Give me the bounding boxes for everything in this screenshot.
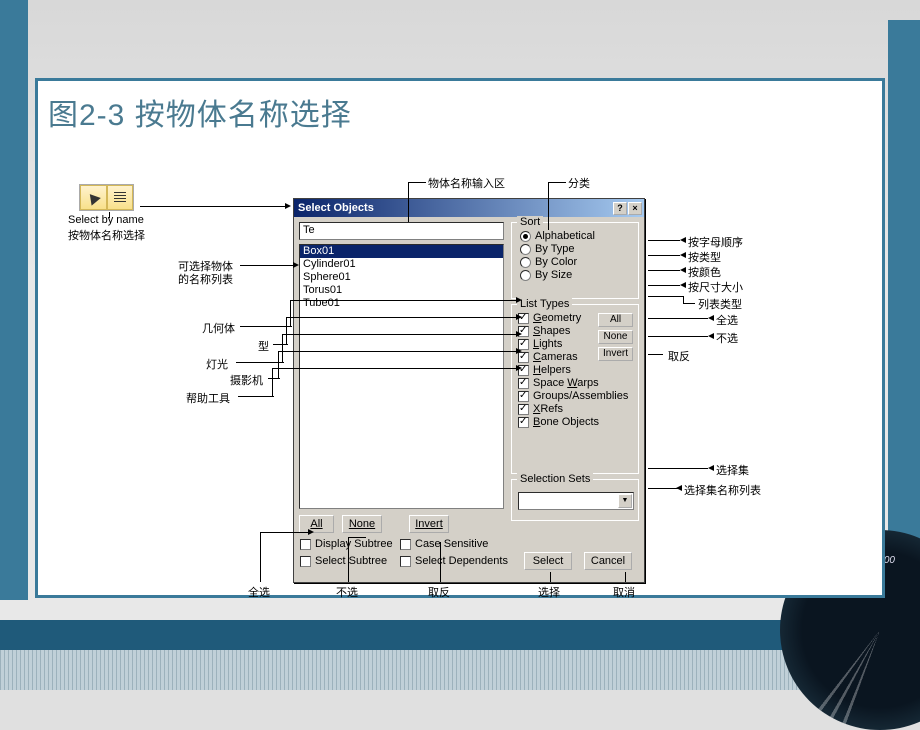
type-label: Lights	[533, 338, 562, 350]
deco-left	[0, 0, 28, 600]
label-cameras: 摄影机	[230, 372, 263, 388]
select-arrow-icon[interactable]	[80, 185, 107, 210]
types-invert-button[interactable]: Invert	[598, 347, 633, 361]
display-subtree-check[interactable]	[300, 539, 311, 550]
select-dependents-check[interactable]	[400, 556, 411, 567]
deco-ticks	[0, 650, 920, 690]
deco-right	[888, 20, 920, 560]
dialog-title: Select Objects	[296, 202, 612, 214]
select-objects-dialog: Select Objects ? × Te Box01Cylinder01Sph…	[293, 198, 645, 583]
sort-fieldset: Sort AlphabeticalBy TypeBy ColorBy Size	[511, 222, 639, 299]
tooltip-en: Select by name	[68, 214, 144, 226]
label-btm-select: 选择	[538, 584, 560, 600]
sort-radio[interactable]	[520, 270, 531, 281]
selsets-legend: Selection Sets	[517, 473, 593, 485]
cancel-button[interactable]: Cancel	[584, 552, 632, 570]
select-subtree-label: Select Subtree	[315, 555, 387, 567]
type-checkbox[interactable]	[518, 391, 529, 402]
none-button[interactable]: None	[342, 515, 382, 533]
case-sensitive-label: Case Sensitive	[415, 538, 488, 550]
list-item[interactable]: Torus01	[300, 284, 503, 297]
label-input-area: 物体名称输入区	[428, 175, 505, 191]
label-none: 不选	[716, 330, 738, 346]
select-by-name-icon[interactable]	[107, 185, 134, 210]
list-item[interactable]: Box01	[300, 245, 503, 258]
selection-sets-fieldset: Selection Sets ▼	[511, 479, 639, 521]
label-shape: 型	[258, 338, 269, 354]
slide-title: 图2-3 按物体名称选择	[48, 90, 352, 134]
label-btm-all: 全选	[248, 584, 270, 600]
invert-button[interactable]: Invert	[409, 515, 449, 533]
type-label: Shapes	[533, 325, 570, 337]
list-item[interactable]: Sphere01	[300, 271, 503, 284]
label-invert: 取反	[668, 348, 690, 364]
label-bysize: 按尺寸大小	[688, 279, 743, 295]
sort-label: By Size	[535, 269, 572, 281]
dialog-titlebar[interactable]: Select Objects ? ×	[294, 199, 644, 217]
toolbar-icons	[79, 184, 134, 211]
label-helpers: 帮助工具	[186, 390, 230, 406]
help-button[interactable]: ?	[613, 202, 627, 215]
label-all: 全选	[716, 312, 738, 328]
case-sensitive-check[interactable]	[400, 539, 411, 550]
label-btm-none: 不选	[336, 584, 358, 600]
sort-radio[interactable]	[520, 244, 531, 255]
sort-legend: Sort	[517, 216, 543, 228]
list-item[interactable]: Tube01	[300, 297, 503, 310]
type-label: XRefs	[533, 403, 563, 415]
select-dependents-label: Select Dependents	[415, 555, 508, 567]
type-label: Bone Objects	[533, 416, 599, 428]
sort-label: By Type	[535, 243, 575, 255]
name-input[interactable]: Te	[299, 222, 504, 240]
type-checkbox[interactable]	[518, 404, 529, 415]
type-checkbox[interactable]	[518, 378, 529, 389]
label-geometry: 几何体	[202, 320, 235, 336]
label-selsets: 选择集	[716, 462, 749, 478]
sort-radio[interactable]	[520, 231, 531, 242]
type-label: Groups/Assemblies	[533, 390, 628, 402]
label-bytype: 按类型	[688, 249, 721, 265]
types-legend: List Types	[517, 298, 572, 310]
list-types-fieldset: List Types GeometryShapesLightsCamerasHe…	[511, 304, 639, 474]
label-category: 分类	[568, 175, 590, 191]
label-bycolor: 按颜色	[688, 264, 721, 280]
label-setslist: 选择集名称列表	[684, 482, 761, 498]
diagram-area: Select by name 按物体名称选择 Select Objects ? …	[68, 172, 858, 592]
close-button[interactable]: ×	[628, 202, 642, 215]
label-lights: 灯光	[206, 356, 228, 372]
selection-sets-combo[interactable]: ▼	[518, 492, 634, 510]
list-item[interactable]: Cylinder01	[300, 258, 503, 271]
sort-radio[interactable]	[520, 257, 531, 268]
display-subtree-label: Display Subtree	[315, 538, 393, 550]
type-label: Helpers	[533, 364, 571, 376]
sort-label: Alphabetical	[535, 230, 595, 242]
type-label: Geometry	[533, 312, 581, 324]
label-list2: 的名称列表	[178, 271, 233, 287]
type-label: Cameras	[533, 351, 578, 363]
label-listtypes: 列表类型	[698, 296, 742, 312]
select-subtree-check[interactable]	[300, 556, 311, 567]
tooltip-cn: 按物体名称选择	[68, 227, 145, 243]
object-list[interactable]: Box01Cylinder01Sphere01Torus01Tube01	[299, 244, 504, 509]
label-btm-cancel: 取消	[613, 584, 635, 600]
all-button[interactable]: All	[299, 515, 334, 533]
label-alpha: 按字母顺序	[688, 234, 743, 250]
types-none-button[interactable]: None	[598, 330, 633, 344]
type-label: Space Warps	[533, 377, 599, 389]
type-checkbox[interactable]	[518, 417, 529, 428]
chevron-down-icon[interactable]: ▼	[618, 494, 632, 508]
label-btm-invert: 取反	[428, 584, 450, 600]
sort-label: By Color	[535, 256, 577, 268]
types-all-button[interactable]: All	[598, 313, 633, 327]
select-button[interactable]: Select	[524, 552, 572, 570]
